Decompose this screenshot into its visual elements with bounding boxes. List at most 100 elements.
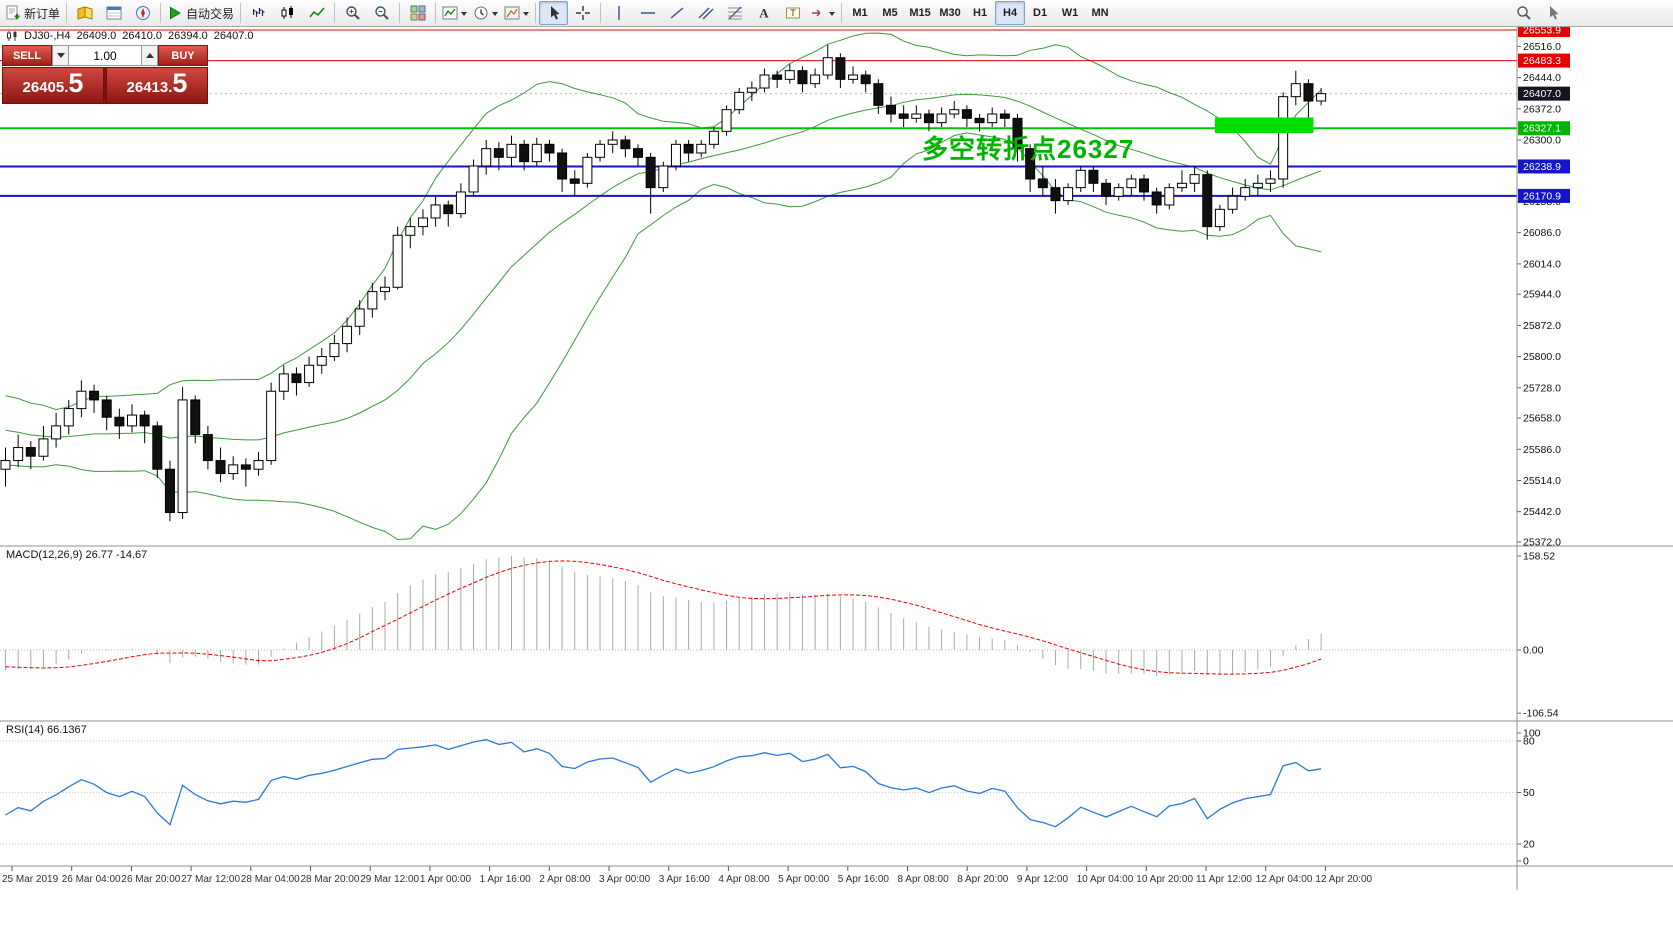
timeframe-w1-button[interactable]: W1: [1055, 1, 1085, 25]
navigator-button[interactable]: [128, 1, 157, 25]
time-axis-label: 29 Mar 12:00: [360, 874, 419, 885]
label-button[interactable]: T: [778, 1, 807, 25]
timeframe-m1-button[interactable]: M1: [845, 1, 875, 25]
play-icon: [167, 5, 183, 21]
timeframe-m30-button-label: M30: [939, 7, 961, 19]
candlestick-chart-button[interactable]: [273, 1, 302, 25]
sell-button[interactable]: SELL: [2, 45, 52, 66]
tile-icon: [410, 5, 426, 21]
data-window-button[interactable]: [99, 1, 128, 25]
time-axis-label: 25 Mar 2019: [2, 874, 59, 885]
zoom-in-icon: [345, 5, 361, 21]
toolbar-separator: [334, 3, 336, 23]
price-axis-label: 26300.0: [1523, 134, 1561, 146]
timeframe-m15-button-label: M15: [909, 7, 931, 19]
text-button[interactable]: A: [749, 1, 778, 25]
time-axis-label: 12 Apr 20:00: [1315, 874, 1372, 885]
hline-icon: [640, 5, 656, 21]
one-click-prices: 26405. 5 26413. 5: [2, 67, 208, 104]
search-icon: [1516, 5, 1532, 21]
timeframe-h1-button-label: H1: [973, 7, 988, 19]
bollinger-lower-line: [5, 132, 1322, 541]
toolbar-separator: [600, 3, 602, 23]
crosshair-icon: [575, 5, 591, 21]
volume-decrease-button[interactable]: [52, 45, 69, 66]
timeframe-m30-button[interactable]: M30: [935, 1, 965, 25]
cursor-button[interactable]: [539, 1, 569, 25]
timeframe-h4-button[interactable]: H4: [995, 1, 1026, 25]
shapes-icon: [810, 5, 826, 21]
zoom-in-button[interactable]: [338, 1, 367, 25]
timeframe-m15-button[interactable]: M15: [905, 1, 935, 25]
pointer-button[interactable]: [1538, 1, 1567, 25]
macd-axis-label: -106.54: [1523, 708, 1559, 720]
time-axis-label: 5 Apr 00:00: [778, 874, 830, 885]
price-axis-label: 25658.0: [1523, 413, 1561, 425]
sell-price-big: 5: [68, 68, 84, 98]
time-axis-label: 3 Apr 00:00: [599, 874, 651, 885]
toolbar-right-groups: [1509, 0, 1567, 26]
market-watch-button[interactable]: [70, 1, 99, 25]
tile-windows-button[interactable]: [403, 1, 432, 25]
highlight-rectangle-object[interactable]: [1214, 117, 1314, 134]
buy-button[interactable]: BUY: [158, 45, 208, 66]
time-axis-label: 11 Apr 12:00: [1196, 874, 1252, 885]
timeframe-d1-button[interactable]: D1: [1025, 1, 1055, 25]
price-axis-label-highlight: 26483.3: [1523, 55, 1561, 67]
price-axis[interactable]: 26516.026444.026372.026300.026158.026086…: [1517, 23, 1570, 548]
price-axis-label: 25944.0: [1523, 289, 1561, 301]
zoom-out-button[interactable]: [367, 1, 396, 25]
line-chart-button[interactable]: [302, 1, 331, 25]
timeframe-h4-button-label: H4: [1003, 7, 1018, 19]
channel-icon: [698, 5, 714, 21]
toolbar-separator: [535, 3, 537, 23]
indicators-button[interactable]: [439, 1, 470, 25]
timeframe-m5-button[interactable]: M5: [875, 1, 905, 25]
price-axis-label: 25586.0: [1523, 444, 1561, 456]
caret-down-icon: [492, 11, 499, 19]
volume-increase-button[interactable]: [141, 45, 158, 66]
templates-button[interactable]: [501, 1, 532, 25]
timeframe-h1-button[interactable]: H1: [965, 1, 995, 25]
vertical-line-button[interactable]: [604, 1, 633, 25]
caret-down-icon: [523, 11, 530, 19]
auto-trading-button-label: 自动交易: [186, 6, 235, 21]
rsi-line: [5, 739, 1322, 828]
svg-text:A: A: [759, 6, 769, 21]
high-value: 26410.0: [122, 30, 162, 42]
timeframe-d1-button-label: D1: [1033, 7, 1048, 19]
svg-text:T: T: [790, 8, 796, 18]
auto-trading-button[interactable]: 自动交易: [164, 1, 237, 25]
trendline-button[interactable]: [662, 1, 691, 25]
sell-price[interactable]: 26405. 5: [2, 67, 104, 104]
fibonacci-button[interactable]: [720, 1, 749, 25]
time-axis-label: 5 Apr 16:00: [838, 874, 890, 885]
quick-search-button[interactable]: [1509, 1, 1538, 25]
buy-price[interactable]: 26413. 5: [106, 67, 208, 104]
toolbar-separator: [841, 3, 843, 23]
caret-down-icon: [461, 11, 468, 19]
channel-button[interactable]: [691, 1, 720, 25]
horizontal-line-objects[interactable]: [0, 29, 1517, 197]
sell-price-main: 26405.: [22, 79, 69, 96]
periods-button[interactable]: [470, 1, 501, 25]
crosshair-button[interactable]: [568, 1, 597, 25]
horizontal-line-button[interactable]: [633, 1, 662, 25]
rsi-axis-label: 50: [1523, 787, 1535, 799]
time-axis-label: 8 Apr 20:00: [957, 874, 1009, 885]
bar-chart-button[interactable]: [244, 1, 273, 25]
time-axis[interactable]: 25 Mar 2019 26 Mar 04:00 26 Mar 20:00 27 Ma…: [2, 866, 1373, 885]
arrows-button[interactable]: [807, 1, 838, 25]
new-order-button[interactable]: 新订单: [2, 1, 63, 25]
timeframe-mn-button[interactable]: MN: [1085, 1, 1115, 25]
one-click-controls: SELL BUY: [2, 45, 208, 66]
time-axis-label: 3 Apr 16:00: [659, 874, 711, 885]
fibo-icon: [727, 5, 743, 21]
macd-indicator-label: MACD(12,26,9) 26.77 -14.67: [6, 549, 148, 561]
volume-input[interactable]: [69, 45, 141, 66]
highlight-box-layer[interactable]: [1214, 117, 1314, 134]
chart-annotation-text[interactable]: 多空转折点26327: [922, 134, 1135, 164]
time-axis-label: 10 Apr 20:00: [1136, 874, 1193, 885]
